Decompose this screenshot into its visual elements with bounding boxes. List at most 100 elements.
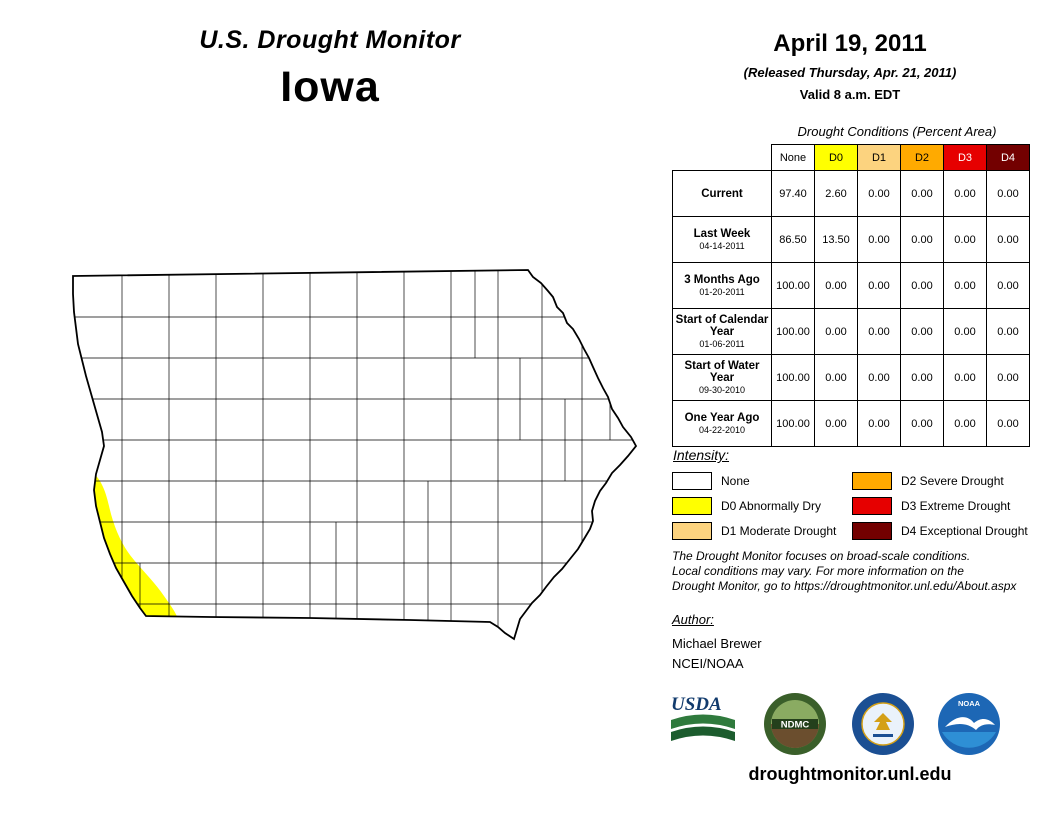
value-cell: 0.00 — [943, 400, 987, 447]
legend-item-d3: D3 Extreme Drought — [852, 493, 1042, 518]
legend-item-d2: D2 Severe Drought — [852, 468, 1042, 493]
value-cell: 0.00 — [857, 262, 901, 309]
released-date: (Released Thursday, Apr. 21, 2011) — [743, 65, 957, 80]
value-cell: 0.00 — [857, 170, 901, 217]
value-cell: 13.50 — [814, 216, 858, 263]
table-row-start-calendar-year: Start of Calendar Year 01-06-2011 100.00 … — [672, 308, 1030, 355]
legend-item-d1: D1 Moderate Drought — [672, 518, 850, 543]
value-cell: 0.00 — [900, 400, 944, 447]
table-row-one-year-ago: One Year Ago 04-22-2010 100.00 0.00 0.00 … — [672, 400, 1030, 447]
value-cell: 100.00 — [771, 308, 815, 355]
value-cell: 0.00 — [814, 308, 858, 355]
legend-column-1: None D0 Abnormally Dry D1 Moderate Droug… — [672, 468, 850, 543]
state-outline — [72, 269, 638, 641]
value-cell: 86.50 — [771, 216, 815, 263]
noaa-logo: NOAA — [937, 692, 1001, 756]
col-header-d3: D3 — [943, 144, 987, 171]
col-header-d2: D2 — [900, 144, 944, 171]
value-cell: 0.00 — [814, 400, 858, 447]
legend-swatch-d0 — [672, 496, 712, 515]
ndmc-logo: NDMC — [763, 692, 827, 756]
value-cell: 100.00 — [771, 400, 815, 447]
value-cell: 0.00 — [814, 262, 858, 309]
row-label: Last Week 04-14-2011 — [672, 216, 772, 263]
map-date: April 19, 2011 — [773, 30, 927, 57]
iowa-drought-map — [72, 269, 638, 641]
col-header-none: None — [771, 144, 815, 171]
value-cell: 0.00 — [986, 400, 1030, 447]
value-cell: 0.00 — [986, 354, 1030, 401]
disclaimer-line-2: Local conditions may vary. For more info… — [672, 564, 964, 578]
county-grid — [73, 270, 636, 639]
map-header: U.S. Drought Monitor Iowa — [90, 26, 570, 112]
disclaimer-line-1: The Drought Monitor focuses on broad-sca… — [672, 549, 971, 563]
disclaimer-line-3: Drought Monitor, go to https://droughtmo… — [672, 579, 1017, 593]
value-cell: 0.00 — [943, 216, 987, 263]
col-header-d1: D1 — [857, 144, 901, 171]
value-cell: 0.00 — [986, 216, 1030, 263]
legend-item-d4: D4 Exceptional Drought — [852, 518, 1042, 543]
value-cell: 100.00 — [771, 262, 815, 309]
table-row-start-water-year: Start of Water Year 09-30-2010 100.00 0.0… — [672, 354, 1030, 401]
valid-time: Valid 8 a.m. EDT — [799, 87, 901, 102]
author-block: Author: Michael Brewer NCEI/NOAA — [672, 612, 762, 671]
date-header: April 19, 2011 (Released Thursday, Apr. … — [655, 30, 1045, 102]
author-heading: Author: — [672, 612, 714, 627]
svg-text:USDA: USDA — [671, 694, 722, 715]
value-cell: 0.00 — [943, 170, 987, 217]
table-row-last-week: Last Week 04-14-2011 86.50 13.50 0.00 0.0… — [672, 216, 1030, 263]
value-cell: 0.00 — [900, 216, 944, 263]
svg-text:NDMC: NDMC — [781, 720, 810, 731]
author-org: NCEI/NOAA — [672, 656, 744, 671]
value-cell: 0.00 — [814, 354, 858, 401]
legend-swatch-d1 — [672, 521, 712, 540]
value-cell: 0.00 — [943, 354, 987, 401]
intensity-legend-title: Intensity: — [673, 447, 730, 463]
legend-swatch-d4 — [852, 521, 892, 540]
svg-text:NOAA: NOAA — [958, 699, 981, 708]
legend-item-none: None — [672, 468, 850, 493]
author-name: Michael Brewer — [672, 636, 762, 651]
value-cell: 0.00 — [857, 308, 901, 355]
table-row-current: Current 97.40 2.60 0.00 0.00 0.00 0.00 — [672, 170, 1030, 217]
value-cell: 0.00 — [900, 354, 944, 401]
usda-logo: USDA — [668, 692, 738, 750]
row-label: Current — [672, 170, 772, 217]
value-cell: 0.00 — [857, 216, 901, 263]
value-cell: 0.00 — [900, 170, 944, 217]
legend-swatch-d3 — [852, 496, 892, 515]
value-cell: 2.60 — [814, 170, 858, 217]
state-name: Iowa — [280, 63, 380, 111]
table-header-row: None D0 D1 D2 D3 D4 — [673, 144, 1030, 171]
blank-header-cell — [673, 145, 772, 171]
legend-column-2: D2 Severe Drought D3 Extreme Drought D4 … — [852, 468, 1042, 543]
drought-conditions-table: None D0 D1 D2 D3 D4 Current 97.40 2.60 0… — [672, 144, 1030, 447]
droughtmonitor-url: droughtmonitor.unl.edu — [748, 764, 952, 784]
value-cell: 0.00 — [900, 308, 944, 355]
col-header-d0: D0 — [814, 144, 858, 171]
map-container — [50, 260, 650, 670]
legend-swatch-d2 — [852, 471, 892, 490]
value-cell: 0.00 — [900, 262, 944, 309]
value-cell: 0.00 — [943, 308, 987, 355]
legend-swatch-none — [672, 471, 712, 490]
disclaimer-text: The Drought Monitor focuses on broad-sca… — [672, 549, 1052, 594]
report-title: U.S. Drought Monitor — [199, 26, 461, 54]
legend-item-d0: D0 Abnormally Dry — [672, 493, 850, 518]
col-header-d4: D4 — [986, 144, 1030, 171]
state-fill — [73, 270, 636, 639]
table-row-3-months-ago: 3 Months Ago 01-20-2011 100.00 0.00 0.00 … — [672, 262, 1030, 309]
value-cell: 0.00 — [986, 170, 1030, 217]
row-label: Start of Water Year 09-30-2010 — [672, 354, 772, 401]
value-cell: 97.40 — [771, 170, 815, 217]
value-cell: 0.00 — [986, 262, 1030, 309]
value-cell: 0.00 — [857, 354, 901, 401]
value-cell: 0.00 — [986, 308, 1030, 355]
value-cell: 0.00 — [857, 400, 901, 447]
value-cell: 0.00 — [943, 262, 987, 309]
row-label: Start of Calendar Year 01-06-2011 — [672, 308, 772, 355]
row-label: 3 Months Ago 01-20-2011 — [672, 262, 772, 309]
commerce-seal-logo — [851, 692, 915, 756]
value-cell: 100.00 — [771, 354, 815, 401]
